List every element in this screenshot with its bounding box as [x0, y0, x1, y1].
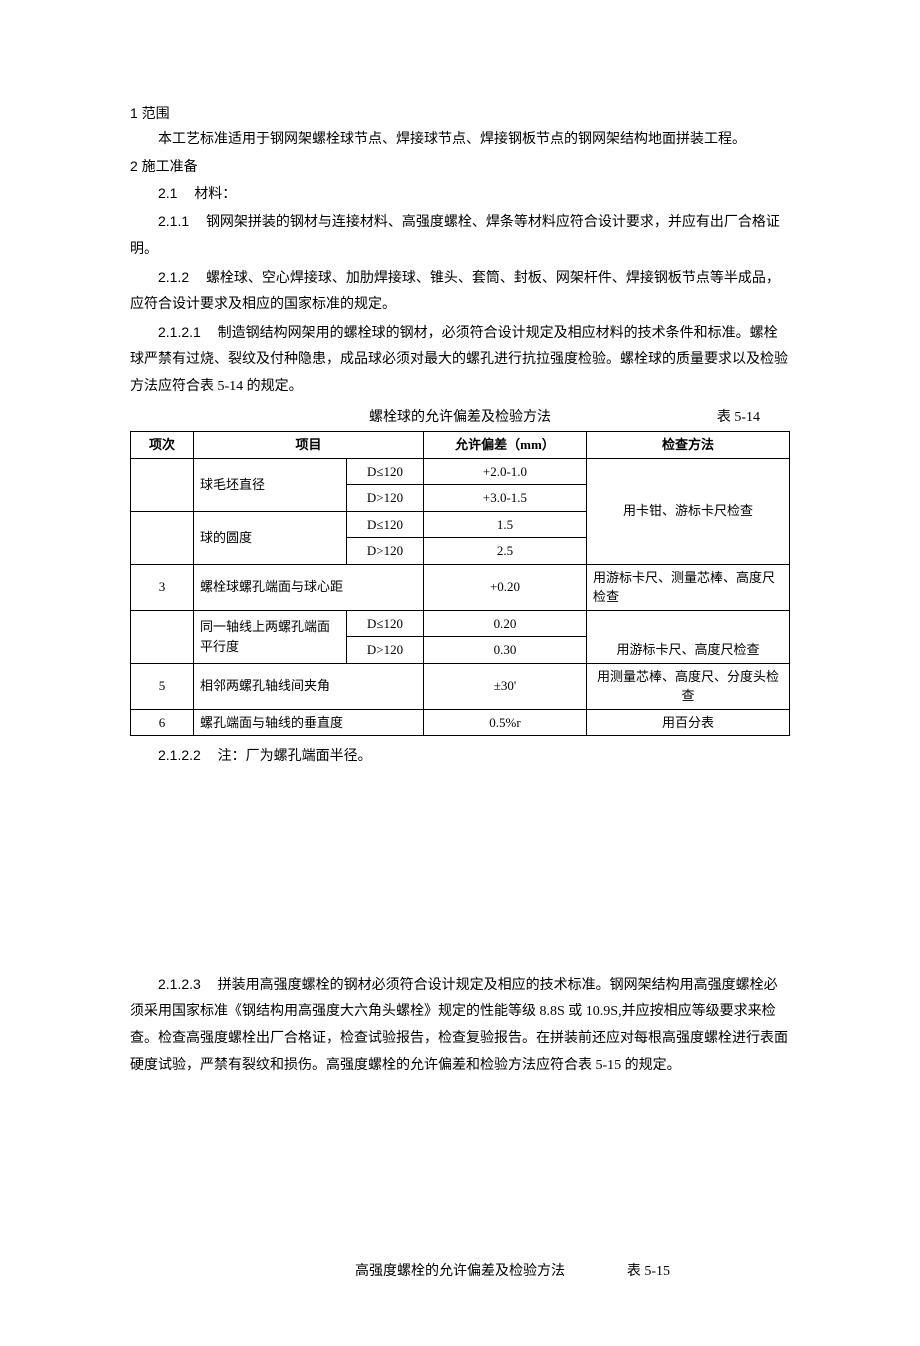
cell-cond: D≤120: [347, 458, 424, 485]
cell-cond: D>120: [347, 538, 424, 565]
cell-method: 用游标卡尺、测量芯棒、高度尺检查: [586, 564, 789, 610]
cell-item: 螺孔端面与轴线的垂直度: [194, 709, 424, 736]
cell-idx: 3: [131, 564, 194, 610]
cell-tol: +3.0-1.5: [423, 485, 586, 512]
num-2-1-2: 2.1.2: [158, 269, 189, 285]
cell-item: 螺栓球螺孔端面与球心距: [194, 564, 424, 610]
table2-title: 高强度螺栓的允许偏差及检验方法: [355, 1264, 565, 1279]
text-2-1-2-2: 注：厂为螺孔端面半径。: [218, 749, 372, 764]
table-row: 3 螺栓球螺孔端面与球心距 +0.20 用游标卡尺、测量芯棒、高度尺检查: [131, 564, 790, 610]
num-2-1-1: 2.1.1: [158, 213, 189, 229]
para-2-1: 2.1 材料：: [130, 180, 790, 209]
table1-title-row: 螺栓球的允许偏差及检验方法 表 5-14: [130, 405, 790, 432]
cell-tol: 0.30: [423, 637, 586, 664]
num-2-1: 2.1: [158, 185, 177, 201]
table1-title: 螺栓球的允许偏差及检验方法: [369, 410, 551, 425]
cell-item: 球毛坯直径: [194, 458, 347, 511]
num-2-1-2-1: 2.1.2.1: [158, 324, 201, 340]
cell-cond: D>120: [347, 637, 424, 664]
cell-tol: ±30': [423, 663, 586, 709]
num-2-1-2-3: 2.1.2.3: [158, 976, 201, 992]
table-row: 同一轴线上两螺孔端面平行度 D≤120 0.20 用游标卡尺、高度尺检查: [131, 610, 790, 637]
th-idx: 项次: [131, 432, 194, 459]
cell-cond: D≤120: [347, 511, 424, 538]
cell-cond: D>120: [347, 485, 424, 512]
para-2-1-2-2: 2.1.2.2 注：厂为螺孔端面半径。: [130, 742, 790, 771]
cell-cond: D≤120: [347, 610, 424, 637]
cell-method: 用游标卡尺、高度尺检查: [586, 610, 789, 663]
cell-idx: [131, 511, 194, 564]
para-1: 本工艺标准适用于钢网架螺栓球节点、焊接球节点、焊接钢板节点的钢网架结构地面拼装工…: [130, 127, 790, 154]
cell-tol: 0.20: [423, 610, 586, 637]
num-2-1-2-2: 2.1.2.2: [158, 747, 201, 763]
table-5-14: 项次 项目 允许偏差（mm） 检查方法 球毛坯直径 D≤120 +2.0-1.0…: [130, 431, 790, 736]
cell-method: 用测量芯棒、高度尺、分度头检查: [586, 663, 789, 709]
table-row: 6 螺孔端面与轴线的垂直度 0.5%r 用百分表: [131, 709, 790, 736]
label-2-1: 材料：: [194, 187, 236, 202]
para-2-1-2-3: 2.1.2.3拼装用高强度螺栓的钢材必须符合设计规定及相应的技术标准。钢网架结构…: [130, 971, 790, 1079]
table-row: 球毛坯直径 D≤120 +2.0-1.0 用卡钳、游标卡尺检查: [131, 458, 790, 485]
cell-method: 用卡钳、游标卡尺检查: [586, 458, 789, 564]
table-row: 5 相邻两螺孔轴线间夹角 ±30' 用测量芯棒、高度尺、分度头检查: [131, 663, 790, 709]
cell-item: 球的圆度: [194, 511, 347, 564]
para-2-1-1: 2.1.1钢网架拼装的钢材与连接材料、高强度螺栓、焊条等材料应符合设计要求，并应…: [130, 208, 790, 263]
cell-idx: [131, 610, 194, 663]
section-2-head: 2 施工准备: [130, 153, 790, 180]
text-2-1-2-1: 制造钢结构网架用的螺栓球的钢材，必须符合设计规定及相应材料的技术条件和标准。螺栓…: [130, 326, 788, 394]
th-tol: 允许偏差（mm）: [423, 432, 586, 459]
cell-tol: 2.5: [423, 538, 586, 565]
section-1-head: 1 范围: [130, 100, 790, 127]
cell-tol: +0.20: [423, 564, 586, 610]
cell-method: 用百分表: [586, 709, 789, 736]
table2-title-row: 高强度螺栓的允许偏差及检验方法 表 5-15: [130, 1259, 790, 1286]
th-item: 项目: [194, 432, 424, 459]
th-method: 检查方法: [586, 432, 789, 459]
para-2-1-2: 2.1.2螺栓球、空心焊接球、加肋焊接球、锥头、套筒、封板、网架杆件、焊接钢板节…: [130, 264, 790, 319]
cell-item: 同一轴线上两螺孔端面平行度: [194, 610, 347, 663]
cell-idx: [131, 458, 194, 511]
table1-label: 表 5-14: [717, 405, 760, 432]
cell-tol: +2.0-1.0: [423, 458, 586, 485]
table2-label: 表 5-15: [627, 1259, 670, 1286]
cell-idx: 5: [131, 663, 194, 709]
cell-idx: 6: [131, 709, 194, 736]
cell-tol: 0.5%r: [423, 709, 586, 736]
table-row: 项次 项目 允许偏差（mm） 检查方法: [131, 432, 790, 459]
para-2-1-2-1: 2.1.2.1制造钢结构网架用的螺栓球的钢材，必须符合设计规定及相应材料的技术条…: [130, 319, 790, 401]
cell-item: 相邻两螺孔轴线间夹角: [194, 663, 424, 709]
text-2-1-2: 螺栓球、空心焊接球、加肋焊接球、锥头、套筒、封板、网架杆件、焊接钢板节点等半成品…: [130, 271, 780, 313]
text-2-1-2-3: 拼装用高强度螺栓的钢材必须符合设计规定及相应的技术标准。钢网架结构用高强度螺栓必…: [130, 978, 788, 1073]
cell-tol: 1.5: [423, 511, 586, 538]
text-2-1-1: 钢网架拼装的钢材与连接材料、高强度螺栓、焊条等材料应符合设计要求，并应有出厂合格…: [130, 215, 780, 257]
